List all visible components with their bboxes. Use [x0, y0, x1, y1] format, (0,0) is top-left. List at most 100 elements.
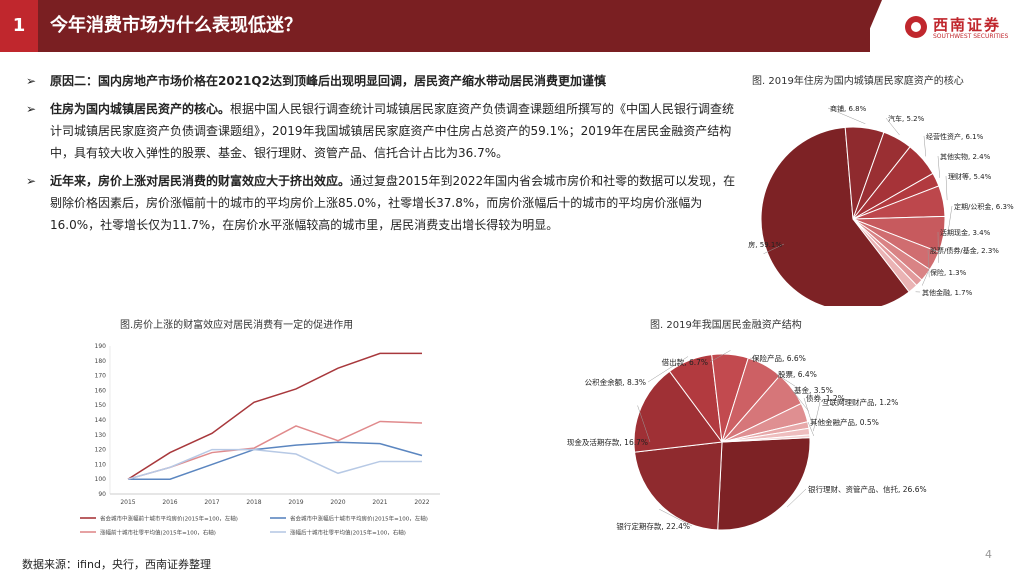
pie-label-3: 公积金余额, 8.3%: [585, 377, 646, 387]
financial-asset-pie-chart: 银行理财、资管产品、信托, 26.6% 银行定期存款, 22.4% 现金及活期存款,…: [567, 350, 927, 531]
pie-leader-line-2: [637, 405, 651, 443]
pie-label-8: 债券, 1.2%: [806, 393, 845, 403]
fig2-title: 图.房价上涨的财富效应对居民消费有一定的促进作用: [120, 320, 354, 331]
pie-label-7: 基金, 3.5%: [794, 385, 833, 395]
pie-label-7: 活期现金, 3.4%: [940, 228, 991, 237]
pie-leader-line-0: [763, 243, 785, 255]
page-title: 今年消费市场为什么表现低迷？: [50, 15, 302, 36]
fig3-title: 图. 2019年我国居民金融资产结构: [650, 320, 802, 331]
pie-leader-line-6: [947, 205, 953, 236]
bullet-3-text: 通过复盘2015年到2022年国内省会城市房价和社零的数据可以发现，在剔除价格因…: [50, 174, 736, 232]
y-tick-label: 160: [95, 387, 107, 394]
pie-leader-line-1: [659, 508, 693, 527]
pie-leader-line-3: [647, 356, 689, 383]
pie-label-6: 股票, 6.4%: [778, 370, 817, 379]
bullet-3-bold: 近年来，房价上涨对居民消费的财富效应大于挤出效应。: [50, 174, 351, 188]
pie-leader-line-5: [749, 357, 767, 362]
pie-label-4: 借出款, 6.7%: [662, 357, 708, 367]
data-source: 数据来源：ifind，央行，西南证券整理: [22, 558, 211, 571]
header-bar: 1 今年消费市场为什么表现低迷？: [0, 0, 1024, 52]
pie-label-10: 其他金融, 1.7%: [922, 288, 973, 297]
pie-label-0: 住房, 59.1%: [748, 240, 782, 249]
y-tick-label: 100: [95, 476, 107, 483]
pie-label-3: 经营性资产, 6.1%: [926, 132, 984, 141]
bullet-1: ➢ 原因二：国内房地产市场价格在2021Q2达到顶峰后出现明显回调，居民资产缩水…: [26, 70, 746, 92]
pie-label-9: 保险, 1.3%: [930, 268, 967, 277]
pie-slice-10: [852, 218, 918, 293]
section-number: 1: [0, 0, 38, 52]
series-line-0: [127, 352, 422, 480]
y-tick-label: 190: [95, 343, 107, 350]
pie-label-6: 定期/公积金, 6.3%: [954, 202, 1014, 211]
logo-name-cn: 西南证券: [933, 16, 1002, 34]
bullet-2: ➢ 住房为国内城镇居民资产的核心。根据中国人民银行调查统计司城镇居民家庭资产负债…: [26, 98, 746, 164]
company-logo: 西南证券 SOUTHWEST SECURITIES: [905, 14, 1017, 44]
x-tick-label: 2016: [162, 499, 177, 506]
pie-leader-line-8: [803, 397, 813, 425]
pie-leader-line-5: [945, 175, 948, 201]
pie-label-1: 银行定期存款, 22.4%: [616, 521, 690, 531]
x-tick-label: 2017: [204, 499, 219, 506]
pie-leader-line-2: [885, 117, 900, 136]
pie-leader-line-9: [813, 401, 821, 432]
pie-label-0: 银行理财、资管产品、信托, 26.6%: [808, 484, 927, 494]
pie-slice-1: [634, 441, 723, 531]
pie-slice-0: [760, 126, 910, 306]
pie-label-2: 现金及活期存款, 16.7%: [567, 437, 648, 447]
logo-mark-icon: [905, 16, 927, 38]
bullet-list: ➢ 原因二：国内房地产市场价格在2021Q2达到顶峰后出现明显回调，居民资产缩水…: [26, 70, 746, 242]
bullet-3: ➢ 近年来，房价上涨对居民消费的财富效应大于挤出效应。通过复盘2015年到202…: [26, 170, 746, 236]
bullet-2-bold: 住房为国内城镇居民资产的核心。: [50, 102, 231, 116]
x-tick-label: 2019: [288, 499, 303, 506]
pie-leader-line-1: [827, 107, 866, 125]
wealth-effect-line-chart: 90 100 110 120 130 140 150 160 170 180 190 2015 2016…: [80, 343, 440, 537]
header-background: [0, 0, 870, 52]
y-tick-label: 90: [98, 491, 106, 498]
bullet-arrow-icon: ➢: [26, 174, 37, 188]
pie-leader-line-0: [786, 488, 807, 508]
legend-label-1: 省会城市中涨幅后十城市平均房价(2015年=100，左轴): [290, 515, 428, 523]
page-number: 4: [985, 548, 992, 561]
pie-leader-line-8: [927, 249, 930, 278]
x-tick-label: 2021: [372, 499, 387, 506]
pie-leader-line-3: [923, 135, 927, 157]
y-tick-label: 150: [95, 402, 107, 409]
x-tick-label: 2022: [414, 499, 429, 506]
pie-label-4: 其他实物, 2.4%: [940, 152, 991, 161]
series-line-1: [128, 441, 423, 480]
pie-leader-line-10: [807, 421, 815, 437]
pie-leader-line-4: [937, 155, 940, 178]
pie-label-5: 保险产品, 6.6%: [752, 353, 806, 363]
fig1-title: 图. 2019年住房为国内城镇居民家庭资产的核心: [752, 76, 964, 87]
pie-leader-line-9: [921, 271, 929, 286]
y-tick-label: 140: [95, 417, 107, 424]
legend-label-2: 涨幅前十城市社零平均值(2015年=100，右轴): [100, 529, 216, 537]
logo-name-en: SOUTHWEST SECURITIES: [933, 33, 1009, 40]
series-line-2: [127, 420, 423, 480]
bullet-arrow-icon: ➢: [26, 102, 37, 116]
y-tick-label: 110: [95, 461, 107, 468]
pie-label-9: 互联网理财产品, 1.2%: [822, 397, 898, 407]
pie-label-10: 其他金融产品, 0.5%: [810, 417, 879, 427]
pie-label-5: 理财等, 5.4%: [948, 172, 992, 181]
y-tick-label: 120: [95, 447, 107, 454]
pie-label-2: 汽车, 5.2%: [888, 114, 925, 123]
legend-label-0: 省会城市中涨幅前十城市平均房价(2015年=100，左轴): [100, 515, 238, 523]
legend-label-3: 涨幅后十城市社零平均值(2015年=100，右轴): [290, 529, 406, 537]
x-tick-label: 2020: [330, 499, 345, 506]
y-tick-label: 170: [95, 373, 107, 380]
pie-leader-line-7: [791, 389, 809, 412]
pie-slice-10: [721, 434, 811, 443]
housing-asset-pie-chart: 住房, 59.1% 商铺, 6.8% 汽车, 5.2%经营性资产, 6.1% 其他实物…: [748, 104, 1014, 306]
bullet-arrow-icon: ➢: [26, 74, 37, 88]
x-tick-label: 2018: [246, 499, 261, 506]
pie-leader-line-4: [709, 350, 731, 363]
x-tick-label: 2015: [120, 499, 135, 506]
header-slant: [860, 0, 882, 52]
pie-label-1: 商铺, 6.8%: [830, 104, 867, 113]
pie-slice-2: [633, 370, 723, 453]
series-line-3: [127, 448, 422, 480]
y-tick-label: 180: [95, 358, 107, 365]
pie-leader-line-6: [775, 373, 796, 387]
bullet-1-bold: 原因二：国内房地产市场价格在2021Q2达到顶峰后出现明显回调，居民资产缩水带动…: [50, 74, 606, 88]
